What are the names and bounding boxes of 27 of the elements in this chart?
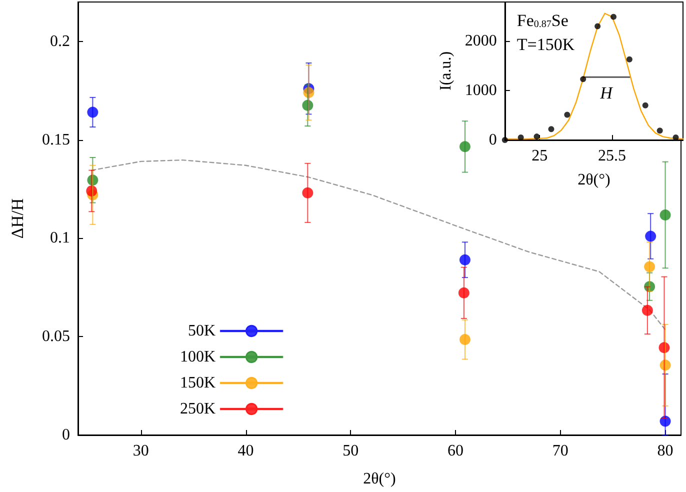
y-tick-label: 0.2 [50,32,70,50]
series-label: H [599,84,614,103]
x-tick-label: 30 [132,442,149,460]
y-tick-label: 1000 [464,82,497,100]
y-axis-title: I(a.u.) [438,51,454,91]
y-tick-label: 0 [488,132,497,148]
y-tick-label: 0.1 [50,230,70,247]
x-tick-label: 25 [532,148,548,164]
y-tick-label: 0.15 [42,131,70,148]
y-tick-label: 0 [62,426,70,444]
annotation: Fe0.87Se [516,11,568,30]
legend-label: 50K [188,322,216,340]
x-tick-label: 25.5 [598,148,626,164]
legend-label: 150K [180,374,216,392]
x-axis-title: 2θ(°) [363,470,396,488]
x-tick-label: 50 [342,442,359,460]
annotation: T=150K [516,35,576,54]
x-tick-label: 70 [552,442,568,460]
x-axis-title: 2θ(°) [578,172,610,188]
legend-label: 250K [180,400,216,418]
x-tick-label: 40 [238,442,254,460]
y-tick-label: 0.05 [42,328,70,346]
y-axis-title: ΔH/H [8,198,27,239]
x-tick-label: 80 [657,442,674,460]
legend-label: 100K [180,348,216,366]
y-tick-label: 2000 [464,32,497,50]
x-tick-label: 60 [448,442,464,460]
